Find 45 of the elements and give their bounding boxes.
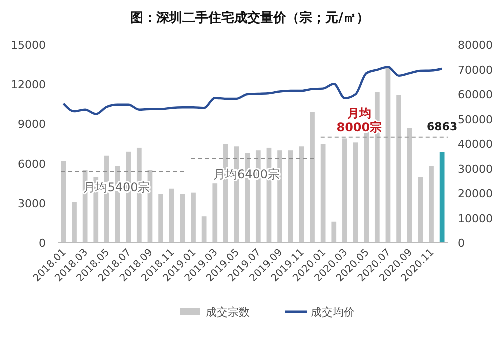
bar <box>299 146 304 243</box>
chart-title: 图：深圳二手住宅成交量价（宗；元/㎡） <box>130 10 370 26</box>
bar <box>288 150 294 243</box>
y-tick-label: 12000 <box>11 78 46 92</box>
y-tick-label: 3000 <box>18 197 46 210</box>
bar <box>407 128 412 243</box>
bar <box>158 194 164 243</box>
y-tick-label: 15000 <box>11 39 46 52</box>
legend-label: 成交宗数 <box>206 306 250 319</box>
bar <box>310 112 315 243</box>
bar <box>202 216 207 243</box>
ref-line-label: 月均6400宗 <box>214 168 280 182</box>
y2-tick-label: 60000 <box>458 88 493 102</box>
bar <box>396 95 402 243</box>
bar <box>212 184 218 243</box>
y2-tick-label: 10000 <box>458 212 493 226</box>
y-tick-label: 6000 <box>18 158 46 171</box>
bar <box>180 194 186 243</box>
ref-line-label: 月均 8000宗 <box>336 106 382 134</box>
bar <box>320 144 326 243</box>
ref-line-label: 月均5400宗 <box>84 180 150 195</box>
y-tick-label: 9000 <box>18 118 46 132</box>
y-tick-label: 0 <box>39 237 46 250</box>
y2-tick-label: 0 <box>458 237 465 250</box>
y2-tick-label: 50000 <box>458 113 493 126</box>
bar <box>332 222 337 243</box>
bar <box>342 138 348 243</box>
bar <box>191 192 196 243</box>
bar <box>72 202 77 243</box>
y2-tick-label: 40000 <box>458 138 493 151</box>
bar <box>353 142 358 243</box>
bar <box>364 130 370 243</box>
bar <box>278 150 282 243</box>
bar <box>440 152 445 243</box>
y2-tick-label: 30000 <box>458 162 493 176</box>
bar <box>61 161 66 243</box>
bar <box>169 188 174 243</box>
legend-label: 成交均价 <box>311 306 355 319</box>
data-label: 6863 <box>427 120 458 134</box>
bar <box>418 177 424 243</box>
y2-tick-label: 20000 <box>458 188 493 200</box>
y2-tick-label: 80000 <box>458 39 493 52</box>
bar <box>429 166 434 243</box>
y2-tick-label: 70000 <box>458 64 493 77</box>
bar <box>386 66 391 243</box>
